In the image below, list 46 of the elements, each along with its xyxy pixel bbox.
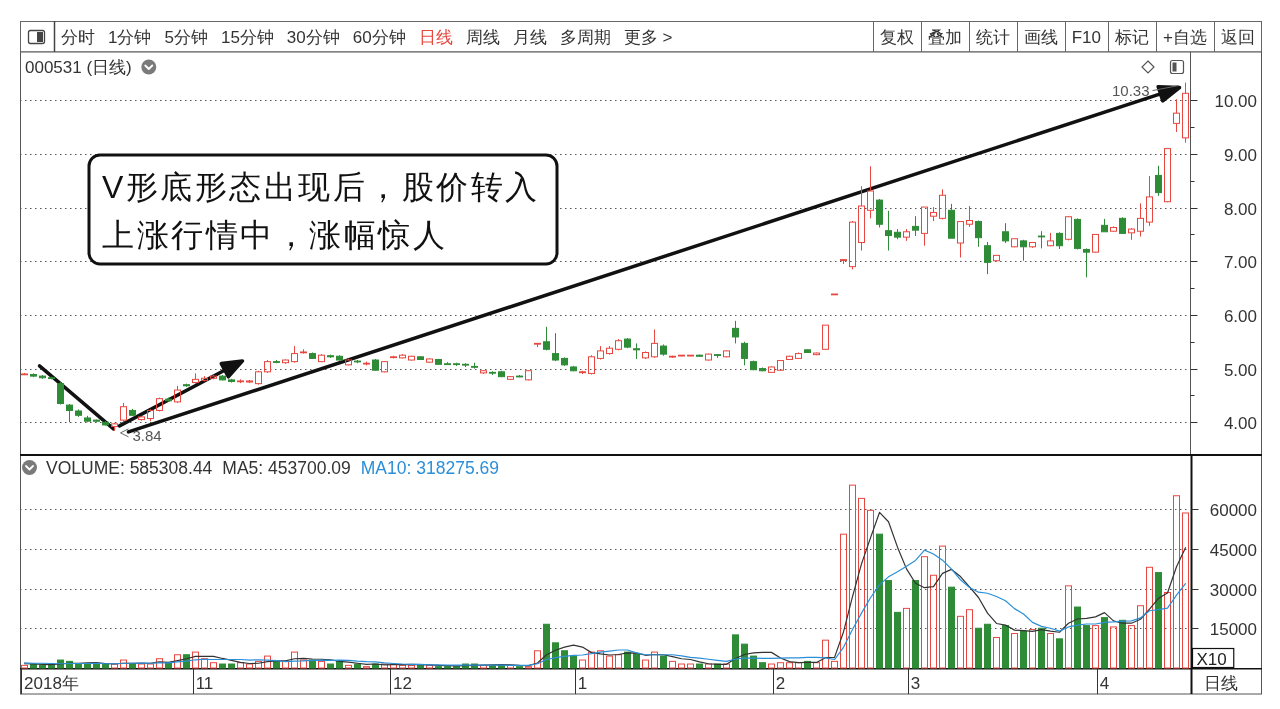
text: 多周期 (559, 27, 611, 47)
x-tick-label: 4 (1099, 674, 1110, 693)
y-tick-label: 10.00 (1214, 91, 1257, 111)
chart-title: VOLUME: 585308.44 (46, 457, 213, 478)
annotation: 3.84 (132, 426, 162, 444)
text: MA5: 453700.09 (222, 457, 351, 478)
y-tick-label: 30000 (1209, 580, 1257, 600)
text: 15分钟 (220, 27, 274, 47)
text: 复权 (880, 27, 914, 47)
text: +自选 (1163, 27, 1207, 47)
x-tick-label: 1 (577, 674, 588, 693)
text: 1分钟 (108, 27, 152, 47)
x-tick-label: 2 (775, 674, 786, 693)
y-tick-label: 45000 (1209, 540, 1257, 560)
text: 画线 (1024, 27, 1058, 47)
y-tick-label: 5.00 (1223, 360, 1257, 380)
x-tick-label: 12 (393, 674, 412, 693)
y-tick-label: 60000 (1209, 500, 1257, 520)
text: MA10: 318275.69 (360, 457, 499, 478)
x-tick-label: 3 (910, 674, 921, 693)
annotation: 10.33 (1111, 81, 1150, 99)
text: 叠加 (928, 27, 962, 47)
y-tick-label: 8.00 (1223, 199, 1257, 219)
text: 日线 (1203, 674, 1238, 693)
text: 更多 > (623, 27, 673, 47)
y-tick-label: 15000 (1209, 619, 1257, 639)
text: 日线 (418, 27, 453, 47)
annotation: V形底形态出现后，股价转入上涨行情中，涨幅惊人 (102, 169, 540, 253)
text: 统计 (976, 27, 1010, 47)
text: 月线 (512, 27, 547, 47)
text: 分时 (61, 27, 95, 47)
y-tick-label: 6.00 (1223, 306, 1257, 326)
text: 标记 (1114, 27, 1149, 47)
text: 周线 (465, 27, 500, 47)
text: F10 (1071, 27, 1101, 47)
text: 60分钟 (352, 27, 406, 47)
x-tick-label: 11 (195, 674, 214, 693)
chart-title: 000531 (日线) (25, 58, 132, 77)
y-axis-title: X10 (1196, 649, 1227, 669)
y-tick-label: 7.00 (1223, 252, 1257, 272)
text: 返回 (1221, 27, 1255, 47)
text: 5分钟 (164, 27, 208, 47)
y-tick-label: 9.00 (1223, 145, 1257, 165)
y-tick-label: 4.00 (1223, 413, 1257, 433)
x-tick-label: 2018年 (24, 674, 79, 693)
text: 30分钟 (286, 27, 340, 47)
